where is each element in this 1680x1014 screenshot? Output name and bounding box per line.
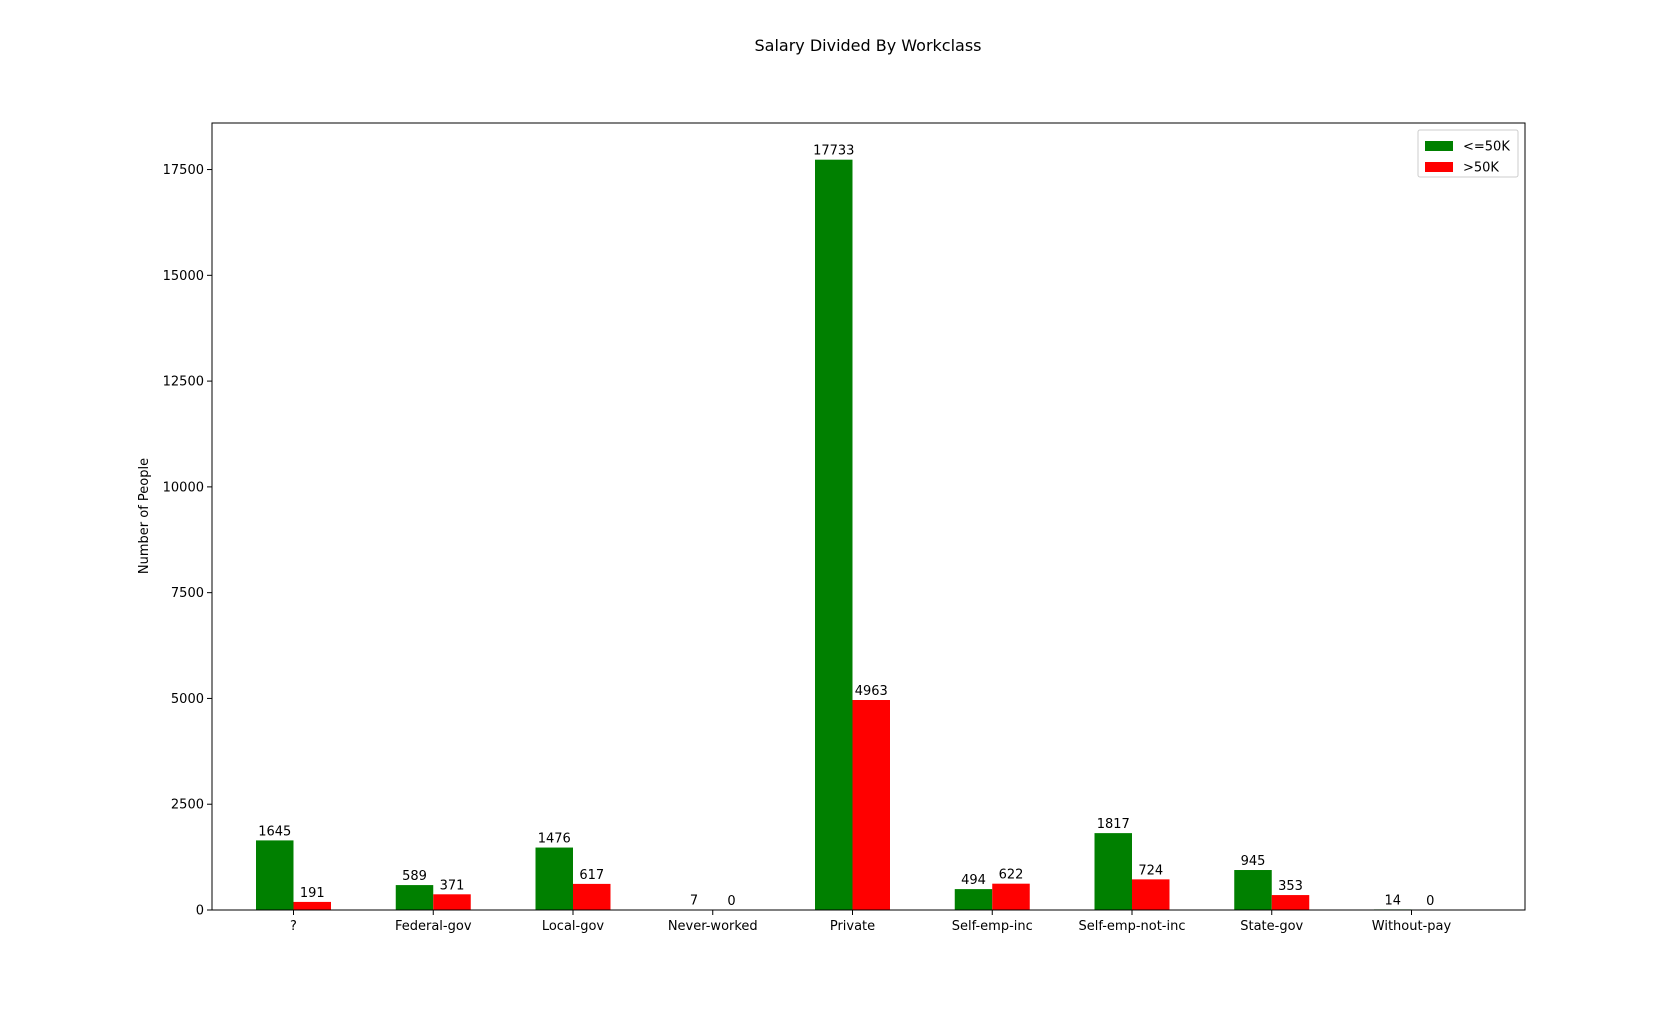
y-tick-label: 10000: [163, 480, 204, 495]
bar: [535, 847, 573, 910]
data-label: 353: [1278, 879, 1303, 894]
data-label: 945: [1241, 854, 1266, 869]
legend-label: >50K: [1463, 161, 1499, 176]
bar: [992, 883, 1030, 910]
chart-title: Salary Divided By Workclass: [754, 36, 981, 55]
data-label: 4963: [855, 684, 888, 699]
x-tick-label: Federal-gov: [395, 919, 472, 934]
legend-label: <=50K: [1463, 140, 1510, 155]
y-tick-label: 12500: [163, 375, 204, 390]
bar: [395, 885, 434, 910]
data-label: 724: [1138, 863, 1163, 878]
y-tick-label: 0: [196, 904, 204, 919]
y-tick-label: 15000: [163, 269, 204, 284]
bar: [256, 840, 294, 910]
bar: [852, 700, 890, 910]
x-tick-label: State-gov: [1240, 919, 1303, 934]
x-tick-label: Self-emp-inc: [952, 919, 1033, 934]
bar: [1132, 879, 1170, 910]
bar: [1234, 870, 1272, 910]
data-label: 191: [300, 886, 325, 901]
x-tick-label: Never-worked: [668, 919, 758, 934]
data-label: 622: [999, 868, 1024, 883]
bar: [1271, 895, 1310, 910]
data-label: 589: [402, 869, 427, 884]
data-label: 617: [579, 868, 604, 883]
bar: [293, 901, 331, 910]
legend-swatch: [1425, 162, 1453, 172]
data-label: 1476: [538, 832, 571, 847]
y-tick-label: 7500: [171, 586, 204, 601]
data-label: 371: [440, 878, 465, 893]
legend: <=50K >50K: [1417, 129, 1519, 178]
y-tick-label: 2500: [171, 798, 204, 813]
x-tick-label: ?: [290, 919, 297, 934]
data-label: 0: [1426, 894, 1434, 909]
y-tick-label: 17500: [163, 163, 204, 178]
data-label: 494: [961, 873, 986, 888]
x-tick-label: Local-gov: [542, 919, 605, 934]
bar: [815, 159, 853, 911]
data-label: 1817: [1097, 817, 1130, 832]
legend-swatch: [1425, 141, 1453, 151]
data-label: 0: [727, 894, 735, 909]
bar: [573, 883, 611, 910]
y-tick-label: 5000: [171, 692, 204, 707]
data-label: 1645: [258, 824, 291, 839]
data-label: 14: [1384, 893, 1401, 908]
data-label: 17733: [813, 144, 854, 159]
plot-frame: [211, 122, 1526, 911]
data-label: 7: [690, 894, 698, 909]
x-tick-label: Private: [830, 919, 875, 934]
x-tick-label: Without-pay: [1372, 919, 1452, 934]
y-axis-label: Number of People: [137, 458, 152, 574]
bar: [954, 889, 993, 910]
bar: [1094, 833, 1132, 910]
plot-area: 0 2500 5000 7500 10000 12500 15000 17500? 1645 19…: [163, 144, 1452, 934]
bar: [433, 894, 471, 910]
x-tick-label: Self-emp-not-inc: [1078, 919, 1185, 934]
